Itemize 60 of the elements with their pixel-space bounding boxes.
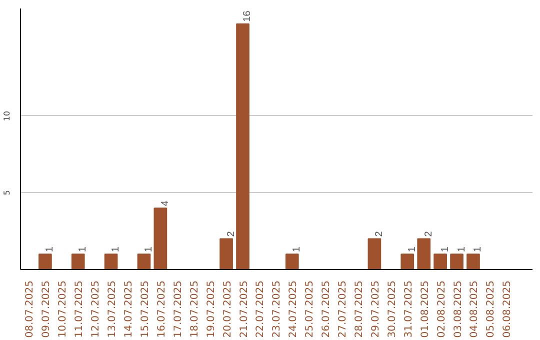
x-tick-label: 24.07.2025 [288,280,300,338]
x-tick-label: 16.07.2025 [156,280,168,338]
bar [104,254,118,270]
x-tick-label: 29.07.2025 [370,280,382,338]
data-label: 1 [44,246,56,252]
x-tick-label: 20.07.2025 [222,280,234,338]
y-tick-label: 5 [2,190,12,196]
x-tick-label: 23.07.2025 [272,280,283,338]
bar [71,254,85,270]
x-tick-label: 27.07.2025 [338,280,349,338]
data-label: 2 [423,230,434,237]
data-label: 1 [406,246,418,252]
data-label: 2 [226,230,237,237]
x-tick-label: 17.07.2025 [172,280,184,338]
x-tick-label: 19.07.2025 [206,280,217,338]
x-tick-label: 18.07.2025 [189,280,200,338]
bar [285,254,299,270]
x-tick-label: 14.07.2025 [124,280,135,338]
x-tick-label: 22.07.2025 [255,280,266,338]
data-label: 16 [242,10,254,22]
x-tick-label: 11.07.2025 [74,280,86,338]
bar [38,254,52,270]
bar [236,23,250,270]
data-label: 2 [374,230,385,237]
y-tick-label: 10 [2,110,12,122]
bar [417,238,431,270]
bar [466,254,480,270]
bar [368,238,382,270]
x-tick-label: 26.07.2025 [321,280,332,338]
x-tick-label: 13.07.2025 [107,280,118,338]
x-tick-label: 28.07.2025 [354,280,365,338]
x-tick-label: 03.08.2025 [452,280,464,338]
bar [434,254,447,270]
x-tick-label: 12.07.2025 [90,280,102,338]
x-tick-label: 02.08.2025 [436,280,448,338]
data-label: 1 [440,246,451,252]
bar [137,254,151,270]
x-tick-label: 06.08.2025 [502,280,514,338]
x-tick-label: 31.07.2025 [403,280,414,338]
data-label: 1 [472,246,484,252]
bar [400,254,414,270]
data-label: 4 [160,200,171,206]
data-label: 1 [456,246,468,252]
bar [450,254,464,270]
data-label: 1 [143,246,154,252]
x-tick-label: 05.08.2025 [486,280,497,338]
x-tick-label: 21.07.2025 [238,280,250,338]
x-tick-label: 25.07.2025 [304,280,316,338]
x-tick-label: 15.07.2025 [140,280,151,338]
data-label: 1 [78,246,89,252]
x-tick-label: 30.07.2025 [386,280,398,338]
data-label: 1 [292,246,303,252]
x-tick-label: 01.08.2025 [420,280,431,338]
bar [220,238,233,270]
x-tick-label: 09.07.2025 [41,280,52,338]
bar [154,208,168,270]
x-tick-label: 04.08.2025 [469,280,480,338]
data-label: 1 [110,246,122,252]
x-tick-label: 08.07.2025 [24,280,36,338]
x-tick-label: 10.07.2025 [58,280,69,338]
